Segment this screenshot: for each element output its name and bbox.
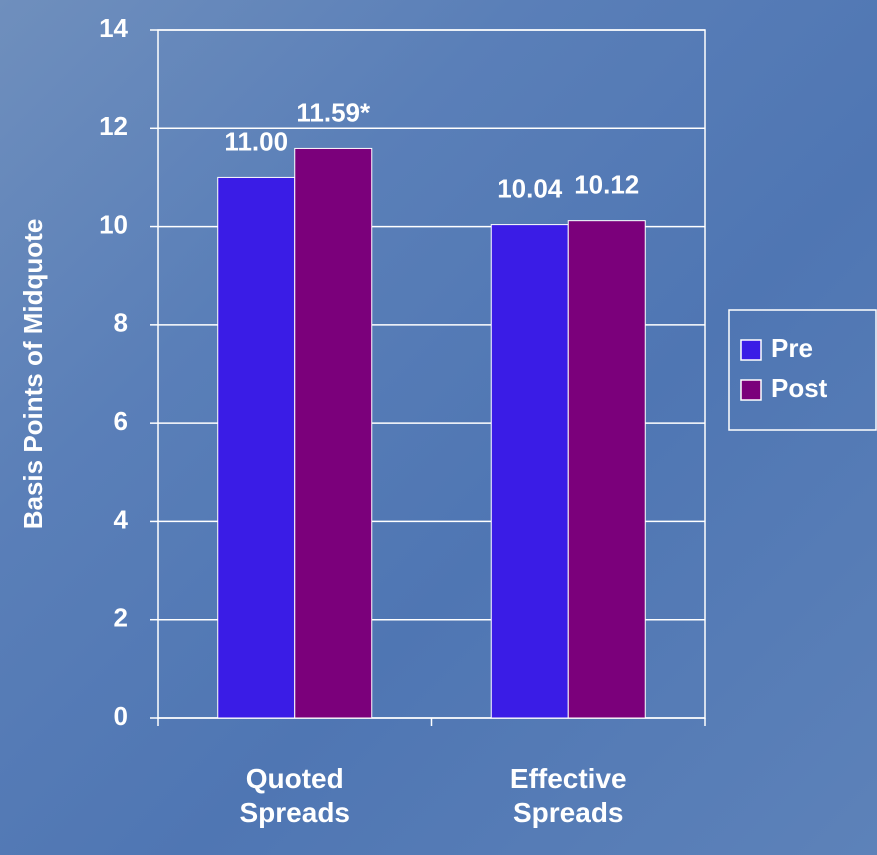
x-tick-label: Effective Spreads bbox=[509, 763, 627, 828]
bar bbox=[217, 176, 296, 719]
legend-swatch bbox=[740, 379, 762, 401]
data-label: 11.59* bbox=[296, 97, 371, 127]
bar bbox=[567, 220, 646, 719]
legend-box bbox=[728, 309, 877, 431]
data-label: 10.04 bbox=[497, 173, 563, 203]
data-label: 11.00 bbox=[224, 126, 288, 156]
y-tick-label: 4 bbox=[114, 504, 129, 534]
legend-swatch bbox=[740, 339, 762, 361]
legend-label: Post bbox=[771, 373, 828, 403]
y-tick-label: 10 bbox=[99, 209, 128, 239]
y-tick-label: 2 bbox=[114, 603, 128, 633]
y-tick-label: 14 bbox=[99, 13, 128, 43]
bar bbox=[490, 224, 569, 719]
y-tick-label: 6 bbox=[114, 406, 128, 436]
bar bbox=[294, 147, 373, 719]
x-tick-label: Quoted Spreads bbox=[239, 763, 351, 828]
data-label: 10.12 bbox=[574, 170, 639, 200]
y-tick-label: 12 bbox=[99, 111, 128, 141]
y-tick-label: 8 bbox=[114, 308, 128, 338]
y-tick-label: 0 bbox=[114, 701, 128, 731]
y-axis-label: Basis Points of Midquote bbox=[18, 219, 48, 530]
legend-label: Pre bbox=[771, 333, 813, 363]
